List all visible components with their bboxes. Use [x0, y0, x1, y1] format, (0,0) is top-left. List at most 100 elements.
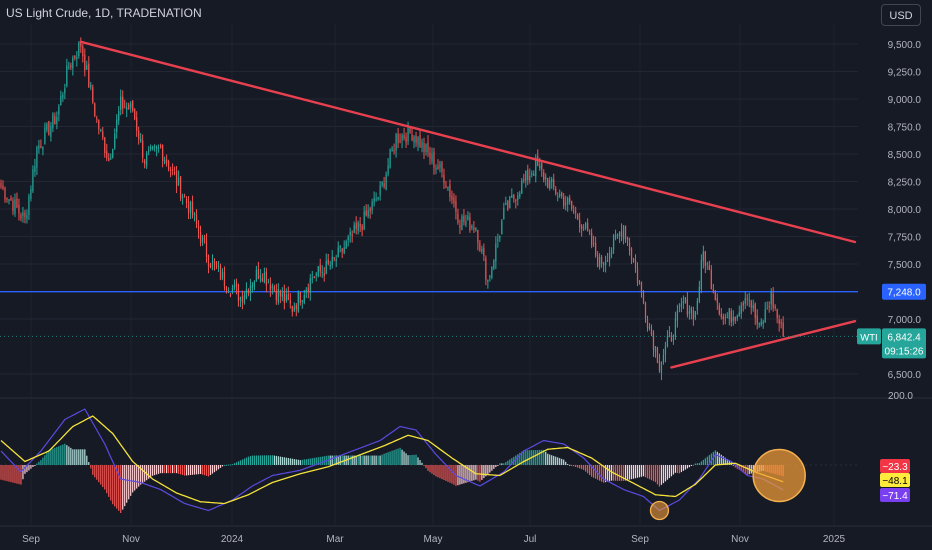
trendlines[interactable]: [79, 40, 857, 369]
candle-body: [752, 305, 754, 309]
histogram-bar: [680, 465, 683, 473]
histogram-bar: [353, 455, 355, 465]
price-axis[interactable]: 9,500.0 9,250.0 9,000.0 8,750.0 8,500.0 8,250…: [888, 40, 922, 402]
countdown-label: 09:15:26: [885, 346, 924, 357]
candle-body: [299, 291, 301, 304]
candle-body: [70, 65, 72, 68]
currency-button[interactable]: USD: [881, 4, 921, 26]
histogram-bar: [199, 465, 202, 474]
histogram-bar: [319, 456, 321, 465]
histogram-bar: [577, 465, 579, 468]
histogram-bar: [36, 463, 38, 465]
candle-body: [557, 196, 559, 198]
histogram-bar: [483, 465, 485, 479]
candle-body: [425, 144, 427, 153]
candle-body: [435, 167, 437, 170]
histogram-bar: [656, 465, 659, 485]
candle-body: [451, 195, 453, 200]
candle-body: [261, 277, 264, 282]
histogram-bar: [463, 465, 465, 484]
candle-body: [38, 145, 40, 149]
candle-body: [744, 298, 746, 304]
histogram-bar: [150, 465, 152, 478]
histogram-bar: [96, 465, 98, 480]
histogram-bar: [527, 450, 529, 465]
histogram-bar: [303, 459, 305, 465]
histogram-bar: [104, 465, 106, 490]
histogram-bar: [491, 465, 493, 471]
histogram-bar: [485, 465, 487, 477]
candle-body: [219, 265, 222, 280]
candle-body: [692, 310, 695, 320]
histogram-bar: [373, 455, 375, 465]
candle-body: [187, 202, 190, 214]
candle-body: [750, 300, 752, 308]
candle-body: [610, 250, 613, 255]
hline-price-label: 7,248.0: [887, 288, 921, 299]
histogram-bar: [46, 452, 48, 465]
trendline: [670, 320, 857, 369]
candle-body: [297, 292, 299, 312]
candle-body: [78, 42, 80, 56]
candle-body: [20, 214, 22, 219]
candle-body: [545, 177, 547, 180]
candle-body: [489, 276, 491, 278]
candle-body: [772, 294, 774, 308]
histogram-bar: [138, 465, 140, 487]
histogram-bar: [740, 465, 742, 472]
histogram-bar: [90, 465, 92, 469]
candle-body: [195, 214, 198, 224]
x-tick-label: Nov: [122, 534, 140, 545]
y-tick-label: 7,000.0: [888, 315, 922, 326]
histogram-bar: [235, 462, 238, 465]
candle-body: [549, 180, 551, 189]
candle-body: [523, 179, 525, 181]
histogram-bar: [156, 465, 158, 475]
candle-body: [561, 192, 563, 197]
histogram-bar: [589, 465, 591, 476]
candle-body: [134, 109, 136, 120]
candle-body: [327, 259, 329, 264]
candle-body: [533, 173, 535, 176]
candle-body: [331, 256, 333, 266]
histogram-bar: [140, 465, 142, 485]
candle-body: [74, 55, 76, 58]
histogram-bar: [34, 465, 36, 466]
candle-body: [563, 196, 565, 206]
histogram-bar: [644, 465, 647, 478]
chart-title: US Light Crude, 1D, TRADENATION: [6, 6, 202, 20]
histogram-bar: [267, 455, 269, 465]
candle-body: [50, 126, 52, 137]
candle-body: [583, 227, 585, 229]
candle-body: [602, 262, 605, 266]
candle-body: [688, 311, 691, 314]
histogram-bar: [591, 465, 593, 477]
time-axis[interactable]: Sep Nov 2024 Mar May Jul Sep Nov 2025: [22, 534, 845, 545]
candle-body: [782, 322, 784, 337]
histogram-bar: [88, 462, 90, 465]
histogram-bar: [573, 465, 575, 467]
histogram-bar: [714, 450, 716, 465]
histogram-bar: [395, 449, 397, 465]
candle-body: [662, 355, 665, 362]
candle-body: [680, 303, 683, 308]
histogram-bar: [92, 465, 94, 475]
histogram-bar: [106, 465, 108, 494]
candle-body: [682, 301, 685, 304]
histogram-bar: [692, 464, 695, 466]
histogram-bar: [259, 455, 262, 465]
histogram-bar: [499, 463, 501, 465]
candle-body: [672, 338, 675, 341]
candle-body: [686, 298, 689, 315]
candle-body: [732, 317, 734, 322]
histogram-bar: [253, 455, 256, 465]
candle-body: [0, 182, 2, 188]
osc-value-label: −71.4: [882, 491, 908, 502]
candle-body: [768, 306, 770, 308]
osc-tick-label: 200.0: [888, 391, 913, 402]
candle-body: [608, 252, 611, 260]
candle-body: [734, 316, 736, 321]
x-tick-label: 2025: [823, 534, 846, 545]
histogram-bar: [229, 464, 232, 466]
